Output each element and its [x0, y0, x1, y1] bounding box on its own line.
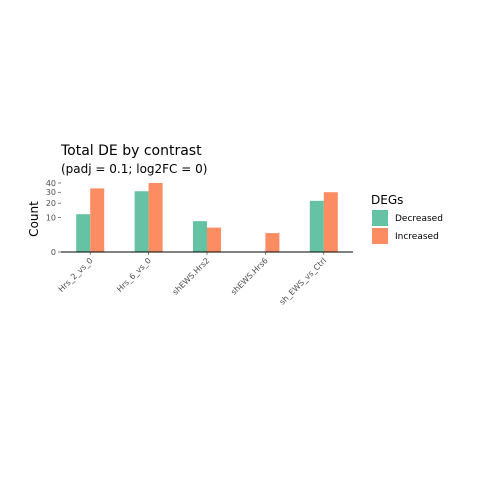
- bar-decreased-hrs-2-vs-0: [76, 214, 91, 252]
- x-tick-label: shEWS.Hrs6: [229, 256, 270, 297]
- legend-key-increased: [372, 228, 388, 244]
- x-axis: Hrs_2_vs_0 Hrs_6_vs_0 shEWS.Hrs2 shEWS.Hrs6…: [57, 251, 353, 307]
- x-tick-label: Hrs_2_vs_0: [57, 256, 95, 294]
- bar-increased-shews-hrs6: [265, 233, 280, 252]
- bar-increased-hrs-6-vs-0: [148, 183, 163, 252]
- plot-area: [76, 183, 338, 252]
- legend-key-decreased: [372, 210, 388, 226]
- chart-title: Total DE by contrast: [60, 143, 202, 159]
- bar-decreased-hrs-6-vs-0: [134, 191, 149, 252]
- chart-subtitle: (padj = 0.1; log2FC = 0): [61, 162, 207, 176]
- y-tick-label: 40: [46, 179, 56, 188]
- bar-decreased-shews-hrs2: [193, 221, 207, 252]
- y-axis-title: Count: [27, 201, 41, 237]
- legend: DEGs Decreased Increased: [371, 193, 443, 244]
- bar-decreased-sh-ews-vs-ctrl: [309, 200, 324, 252]
- y-tick-label: 0: [51, 248, 56, 257]
- y-tick-label: 10: [46, 214, 56, 223]
- x-tick-label: shEWS.Hrs2: [171, 256, 212, 297]
- bar-increased-sh-ews-vs-ctrl: [323, 192, 338, 252]
- legend-label-decreased: Decreased: [395, 214, 443, 224]
- x-tick-label: sh_EWS_vs_Ctrl: [278, 256, 329, 307]
- bar-increased-shews-hrs2: [207, 227, 221, 252]
- y-tick-label: 30: [46, 188, 56, 197]
- bar-increased-hrs-2-vs-0: [90, 188, 105, 252]
- legend-title: DEGs: [371, 193, 403, 207]
- legend-label-increased: Increased: [395, 232, 439, 242]
- x-tick-label: Hrs_6_vs_0: [115, 256, 153, 294]
- y-tick-label: 20: [46, 199, 56, 208]
